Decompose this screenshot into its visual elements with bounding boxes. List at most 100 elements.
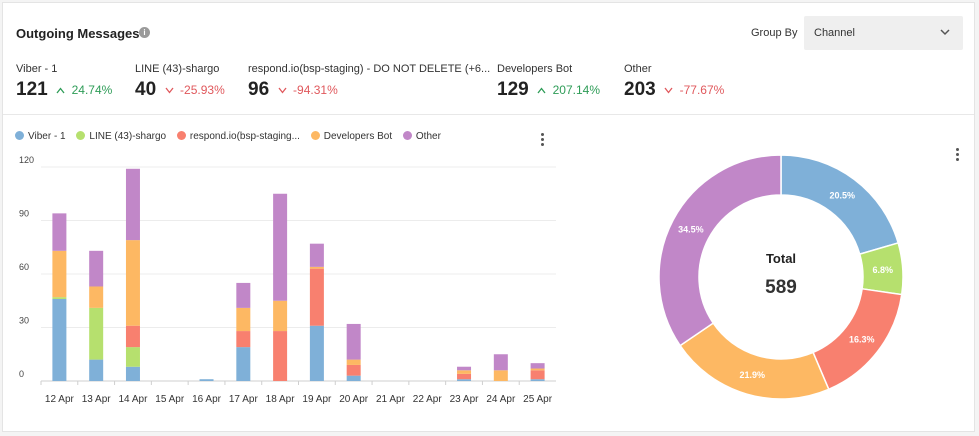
- y-tick-label: 30: [19, 316, 29, 326]
- legend-item[interactable]: respond.io(bsp-staging...: [176, 131, 300, 142]
- slice-label: 16.3%: [849, 334, 875, 344]
- bar-segment[interactable]: [125, 168, 140, 241]
- bar-segment[interactable]: [125, 325, 140, 348]
- card-header: Outgoing Messages i Group By Channel Vib…: [3, 3, 974, 115]
- bar-segment[interactable]: [52, 298, 67, 381]
- donut-chart-menu-icon[interactable]: [956, 148, 960, 162]
- bar-segment[interactable]: [530, 368, 545, 371]
- legend-label: respond.io(bsp-staging...: [189, 131, 300, 142]
- bar-segment[interactable]: [530, 379, 545, 381]
- x-tick-label: 16 Apr: [192, 394, 222, 405]
- stat-value: 203: [624, 79, 656, 100]
- x-tick-label: 18 Apr: [266, 394, 296, 405]
- slice-label: 21.9%: [739, 370, 765, 380]
- bar-segment[interactable]: [236, 282, 251, 308]
- legend-label: LINE (43)-shargo: [89, 131, 167, 142]
- stat-value: 40: [135, 79, 157, 100]
- bar-segment[interactable]: [125, 240, 140, 326]
- info-icon[interactable]: i: [139, 27, 150, 38]
- arrow-down-icon: [278, 87, 287, 94]
- arrow-down-icon: [664, 87, 673, 94]
- bar-chart-menu-icon[interactable]: [541, 133, 545, 147]
- bar-segment[interactable]: [530, 363, 545, 369]
- y-tick-label: 60: [19, 262, 29, 272]
- donut-center-label: Total: [766, 251, 796, 266]
- bar-segment[interactable]: [309, 268, 324, 326]
- bar-segment[interactable]: [125, 366, 140, 381]
- donut-slice[interactable]: [780, 154, 900, 256]
- stat-line: LINE (43)-shargo 40 -25.93%: [135, 63, 225, 101]
- bar-segment[interactable]: [457, 373, 472, 380]
- stat-label: Developers Bot: [497, 63, 573, 75]
- slice-label: 20.5%: [829, 190, 855, 200]
- chevron-down-icon: [940, 29, 950, 36]
- bar-segment[interactable]: [236, 307, 251, 332]
- legend-swatch: [402, 131, 412, 140]
- stat-respond: respond.io(bsp-staging) - DO NOT DELETE …: [248, 63, 490, 101]
- stat-developers-bot: Developers Bot 129 207.14%: [497, 63, 600, 101]
- x-tick-label: 13 Apr: [82, 394, 112, 405]
- bar-segment[interactable]: [89, 286, 104, 308]
- donut-slice[interactable]: [658, 154, 782, 347]
- bar-segment[interactable]: [273, 193, 288, 301]
- bar-segment[interactable]: [273, 300, 288, 332]
- y-tick-label: 0: [19, 369, 24, 379]
- stat-change: -94.31%: [293, 83, 338, 97]
- bar-segment[interactable]: [457, 370, 472, 374]
- donut-center-value: 589: [765, 277, 797, 298]
- bar-segment[interactable]: [125, 347, 140, 367]
- y-tick-label: 90: [19, 209, 29, 219]
- stacked-bar-chart: 0 30 60 90 120 12 Apr 13 Apr 14 Apr 15 Apr 16 Apr…: [19, 155, 556, 405]
- chart-legend: Viber - 1 LINE (43)-shargo respond.io(bs…: [15, 131, 449, 142]
- bar-segment[interactable]: [309, 243, 324, 267]
- stat-other: Other 203 -77.67%: [624, 63, 724, 101]
- stat-value: 121: [16, 79, 48, 100]
- legend-item[interactable]: LINE (43)-shargo: [76, 131, 166, 142]
- stat-label: respond.io(bsp-staging) - DO NOT DELETE …: [248, 63, 491, 75]
- donut-slice[interactable]: [679, 322, 830, 400]
- bar-segment[interactable]: [530, 370, 545, 380]
- bar-segment[interactable]: [493, 354, 508, 371]
- bar-segment[interactable]: [346, 359, 361, 365]
- legend-item[interactable]: Viber - 1: [15, 131, 66, 142]
- bar-segment[interactable]: [309, 325, 324, 381]
- bar-segment[interactable]: [89, 250, 104, 287]
- legend-label: Viber - 1: [28, 131, 66, 142]
- legend-swatch: [310, 131, 320, 140]
- bar-segment[interactable]: [346, 323, 361, 360]
- bar-segment[interactable]: [52, 250, 67, 298]
- group-by-value: Channel: [814, 27, 855, 39]
- legend-item[interactable]: Developers Bot: [310, 131, 392, 142]
- bar-segment[interactable]: [89, 307, 104, 360]
- slice-label: 34.5%: [678, 224, 704, 234]
- bar-segment[interactable]: [236, 331, 251, 348]
- legend-item[interactable]: Other: [402, 131, 441, 142]
- x-tick-label: 21 Apr: [376, 394, 406, 405]
- bar-segment[interactable]: [236, 347, 251, 381]
- group-by-select[interactable]: Channel: [804, 16, 963, 50]
- bar-segment[interactable]: [346, 375, 361, 381]
- bar-segment[interactable]: [346, 364, 361, 376]
- stat-label: Other: [624, 63, 652, 75]
- y-tick-label: 120: [19, 155, 34, 165]
- stat-change: 24.74%: [71, 83, 113, 97]
- bar-segment[interactable]: [199, 379, 214, 381]
- bar-segment[interactable]: [52, 213, 67, 251]
- bar-segment[interactable]: [273, 331, 288, 381]
- stat-change: -25.93%: [180, 83, 225, 97]
- donut-chart: 20.5% 6.8% 16.3% 21.9% 34.5% Total 589: [658, 154, 904, 400]
- arrow-up-icon: [537, 86, 546, 93]
- bar-segment[interactable]: [309, 266, 324, 269]
- bar-segment[interactable]: [52, 297, 67, 299]
- arrow-up-icon: [56, 86, 65, 93]
- x-tick-label: 23 Apr: [450, 394, 480, 405]
- stat-change: -77.67%: [679, 83, 725, 97]
- bar-segment[interactable]: [457, 379, 472, 381]
- bar-segment[interactable]: [493, 370, 508, 381]
- group-by-label: Group By: [751, 27, 798, 39]
- stat-viber: Viber - 1 121 24.74%: [16, 63, 112, 101]
- x-tick-label: 20 Apr: [339, 394, 369, 405]
- bar-segment[interactable]: [89, 359, 104, 381]
- bar-segment[interactable]: [457, 366, 472, 371]
